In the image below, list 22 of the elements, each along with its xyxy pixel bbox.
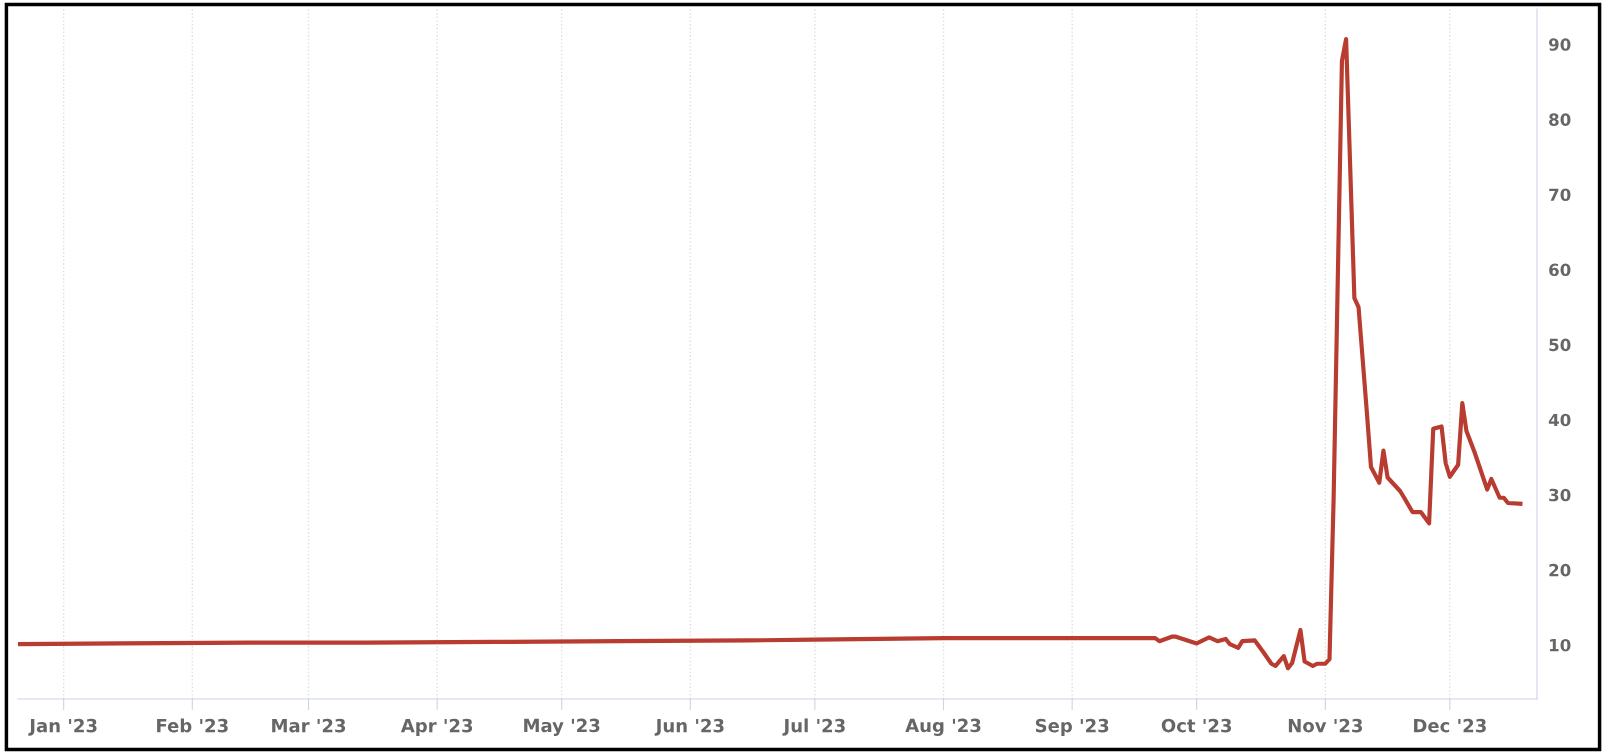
y-tick-label: 80 (1549, 113, 1571, 126)
y-tick-label: 50 (1549, 338, 1571, 352)
x-tick-label: Dec '23 (1414, 718, 1486, 733)
y-tick-label: 20 (1549, 563, 1571, 577)
y-tick-label: 10 (1549, 638, 1571, 652)
x-tick-label: Jun '23 (654, 718, 724, 736)
x-tick-label: Mar '23 (272, 718, 346, 733)
y-tick-label: 30 (1549, 488, 1571, 502)
y-tick-label: 90 (1548, 38, 1571, 51)
y-tick-label: 70 (1549, 188, 1571, 202)
x-tick-label: Jul '23 (782, 718, 845, 736)
x-tick-label: Nov '23 (1288, 718, 1363, 733)
x-tick-label: Feb '23 (157, 718, 228, 733)
y-tick-label: 60 (1549, 263, 1571, 277)
y-tick-label: 40 (1548, 413, 1571, 427)
x-tick-label: Sep '23 (1035, 718, 1109, 736)
x-tick-label: Aug '23 (905, 718, 981, 736)
x-tick-label: Jan '23 (28, 718, 97, 736)
x-tick-label: May '23 (524, 718, 600, 736)
line-series (18, 36, 1523, 671)
x-tick-label: Oct '23 (1161, 718, 1232, 733)
x-tick-label: Apr '23 (400, 718, 473, 736)
